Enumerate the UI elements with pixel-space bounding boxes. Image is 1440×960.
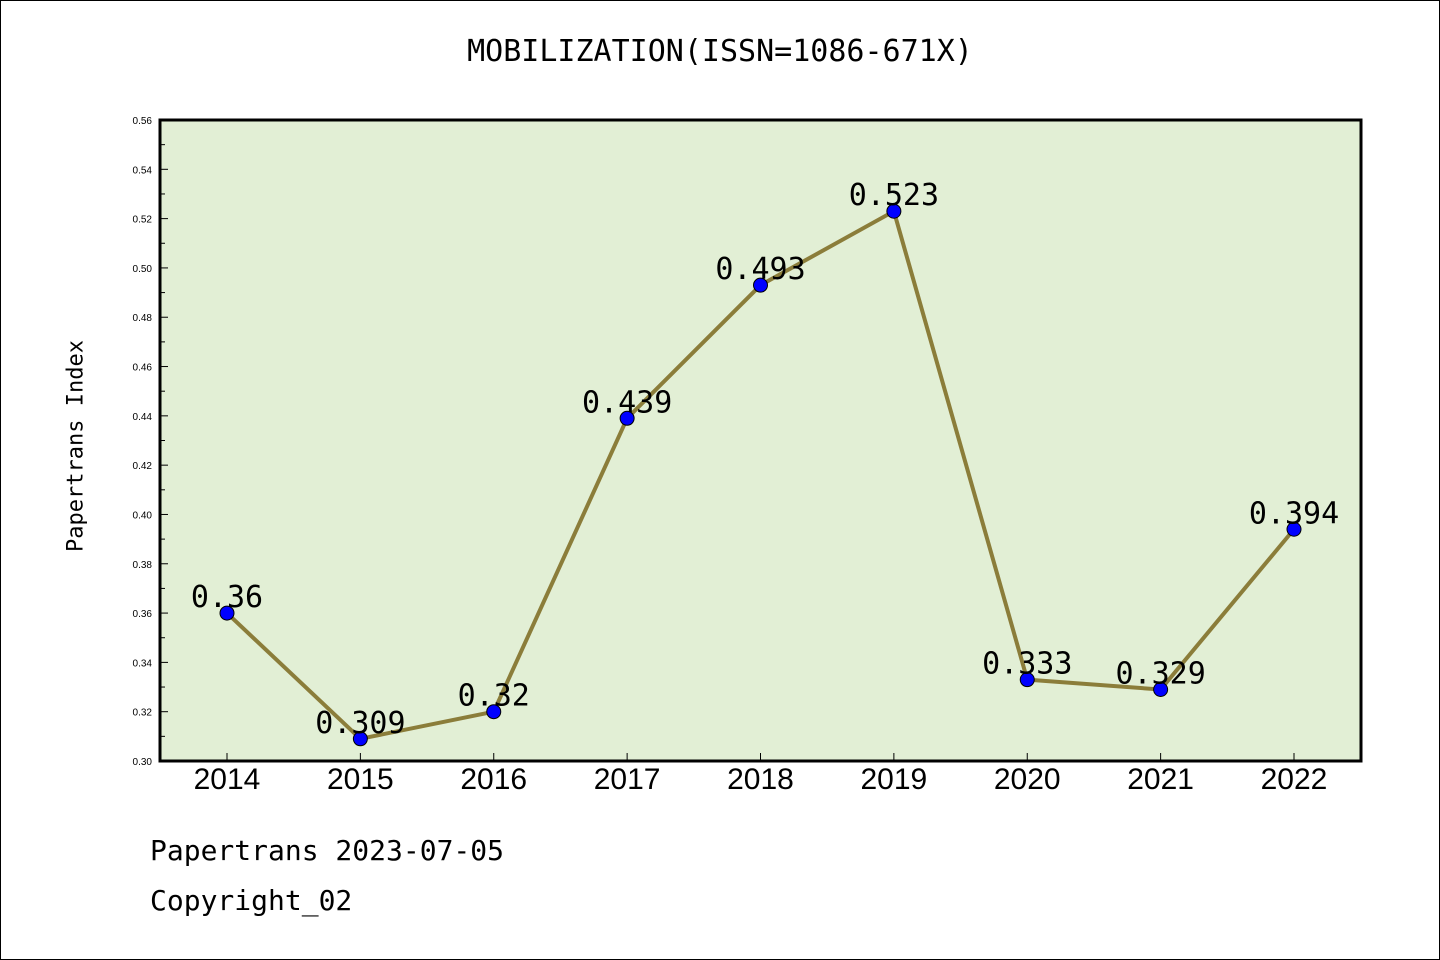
x-tick-label: 2022 [1261, 763, 1328, 796]
data-point [753, 277, 768, 293]
data-point [1153, 682, 1169, 698]
data-label: 0.36 [191, 580, 263, 615]
y-tick-label: 0.52 [133, 215, 153, 226]
data-label: 0.439 [582, 385, 672, 420]
data-label: 0.329 [1115, 657, 1205, 692]
data-markers [219, 203, 1302, 747]
x-tick-label: 2014 [194, 763, 261, 796]
y-tick-label: 0.36 [133, 609, 153, 620]
y-tick-label: 0.34 [133, 658, 153, 669]
data-label: 0.309 [315, 706, 405, 741]
data-point [486, 704, 502, 720]
chart-title: MOBILIZATION(ISSN=1086-671X) [467, 34, 973, 69]
data-point [1286, 521, 1302, 537]
data-labels: 0.36 0.309 0.32 0.439 0.493 0.523 0.333 0.329 0.… [191, 178, 1339, 741]
x-tick-label: 2020 [994, 763, 1061, 796]
data-point [1019, 672, 1035, 688]
y-tick-label: 0.46 [133, 363, 153, 374]
data-point [886, 203, 902, 219]
y-tick-label: 0.48 [133, 313, 153, 324]
y-tick-label: 0.30 [133, 757, 153, 768]
data-label: 0.523 [849, 178, 939, 213]
data-point [352, 731, 368, 747]
x-tick-label: 2018 [727, 763, 794, 796]
y-tick-label: 0.38 [133, 560, 153, 571]
x-tick-label: 2019 [861, 763, 928, 796]
data-label: 0.394 [1249, 496, 1339, 531]
data-point [619, 410, 635, 426]
y-tick-label: 0.32 [133, 708, 153, 719]
plot-border [158, 118, 1363, 763]
footer-date: Papertrans 2023-07-05 [150, 834, 505, 867]
x-axis: 2014 2015 2016 2017 2018 2019 2020 2021 2022 [194, 753, 1328, 796]
x-tick-label: 2015 [327, 763, 394, 796]
y-tick-label: 0.44 [133, 412, 153, 423]
y-tick-label: 0.50 [133, 264, 153, 275]
y-tick-label: 0.54 [133, 165, 153, 176]
y-axis: 0.30 0.32 0.34 0.36 0.38 0.40 0.42 0.44 0.46 0.48… [133, 116, 168, 768]
x-tick-label: 2016 [460, 763, 527, 796]
y-tick-label: 0.42 [133, 461, 153, 472]
data-label: 0.333 [982, 647, 1072, 682]
data-label: 0.32 [458, 679, 530, 714]
plot-area [160, 120, 1361, 761]
data-point [219, 605, 235, 621]
footer-copyright: Copyright_02 [150, 884, 353, 917]
y-tick-label: 0.56 [133, 116, 153, 127]
y-tick-label: 0.40 [133, 510, 153, 521]
data-label: 0.493 [715, 252, 805, 287]
x-tick-label: 2021 [1127, 763, 1194, 796]
x-tick-label: 2017 [594, 763, 661, 796]
